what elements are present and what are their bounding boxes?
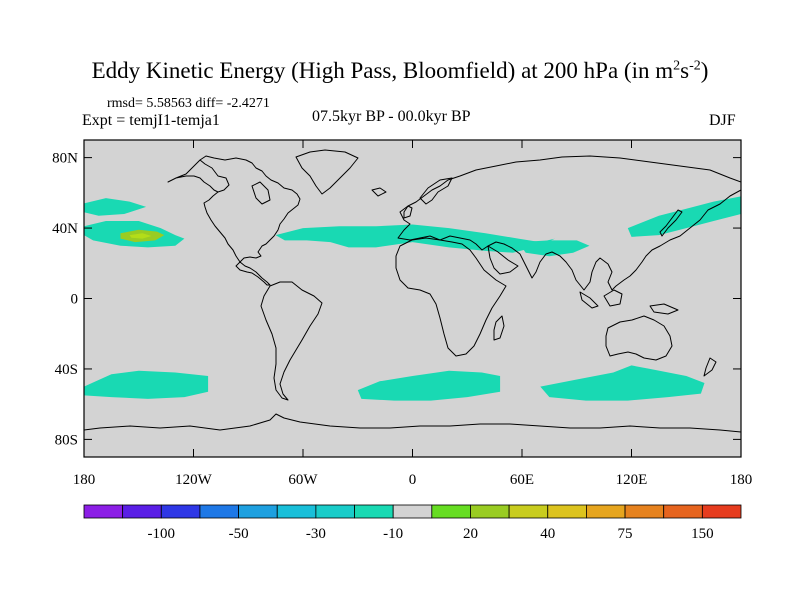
colorbar-swatch bbox=[238, 504, 278, 519]
colorbar-swatch bbox=[624, 504, 665, 519]
colorbar-label: -100 bbox=[148, 526, 176, 542]
region-southern-ocean-indian bbox=[540, 365, 705, 401]
coastline-madagascar bbox=[493, 315, 505, 341]
colorbar-swatch bbox=[547, 504, 587, 519]
experiment-label: Expt = temjI1-temja1 bbox=[82, 112, 220, 129]
colorbar-label: 40 bbox=[540, 526, 555, 542]
title-main-text: Eddy Kinetic Energy (High Pass, Bloomfie… bbox=[91, 58, 674, 83]
colorbar-swatch bbox=[315, 504, 355, 519]
colorbar-swatch bbox=[431, 504, 471, 519]
coastlines bbox=[84, 149, 741, 433]
coastline-alaska bbox=[167, 159, 219, 193]
season-label: DJF bbox=[709, 112, 736, 129]
x-tick-label: 0 bbox=[409, 472, 417, 488]
x-tick-label: 60E bbox=[510, 472, 534, 488]
coastline-australia bbox=[605, 315, 673, 361]
x-tick-label: 120W bbox=[175, 472, 213, 488]
colorbar-swatch bbox=[276, 504, 317, 519]
coastline-new-zealand bbox=[703, 357, 717, 377]
colorbar-label: 75 bbox=[618, 526, 633, 542]
region-north-pacific-east-inner bbox=[129, 233, 152, 239]
coastline-japan bbox=[659, 209, 683, 237]
colorbar-swatch bbox=[508, 504, 549, 519]
colorbar-label: 20 bbox=[463, 526, 478, 542]
y-tick-label: 40S bbox=[55, 362, 78, 378]
y-tick-label: 0 bbox=[71, 292, 79, 308]
colorbar: -100 -50 -30 -10 20 40 75 150 bbox=[83, 504, 742, 542]
coastline-arabia bbox=[487, 245, 519, 275]
y-tick-label: 80N bbox=[52, 151, 78, 167]
x-tick-label: 180 bbox=[730, 472, 753, 488]
title-unit-s: s bbox=[680, 58, 690, 83]
title-superscript-2: 2 bbox=[673, 58, 681, 74]
chart-title: Eddy Kinetic Energy (High Pass, Bloomfie… bbox=[0, 58, 800, 84]
colorbar-swatch bbox=[392, 504, 433, 519]
colorbar-label: -50 bbox=[229, 526, 249, 542]
region-southern-ocean-pacific bbox=[84, 370, 209, 399]
title-superscript-minus-2: -2 bbox=[689, 58, 701, 74]
colorbar-swatch bbox=[470, 504, 510, 519]
colorbar-swatch bbox=[199, 504, 239, 519]
coastline-british-isles bbox=[403, 205, 413, 219]
map-axes: 80N 40N 0 40S 80S 180 120W 60W 0 60E 120E 180 bbox=[52, 140, 752, 488]
coastline-antarctica bbox=[84, 413, 741, 433]
coastline-sumatra bbox=[579, 291, 599, 309]
colorbar-swatch bbox=[83, 504, 124, 519]
coastline-iceland bbox=[371, 187, 387, 197]
colorbar-swatch bbox=[663, 504, 703, 519]
coastline-africa bbox=[395, 237, 507, 357]
y-tick-label: 80S bbox=[55, 432, 78, 448]
period-label: 07.5kyr BP - 00.0kyr BP bbox=[312, 108, 471, 125]
coastline-borneo bbox=[603, 289, 623, 307]
region-north-pacific-west bbox=[84, 198, 147, 216]
region-northwest-pacific bbox=[627, 196, 741, 237]
coastline-greenland bbox=[295, 149, 359, 195]
x-tick-label: 180 bbox=[73, 472, 96, 488]
map-background bbox=[84, 140, 741, 457]
title-close-paren: ) bbox=[700, 58, 709, 83]
colorbar-label: -10 bbox=[383, 526, 403, 542]
y-tick-label: 40N bbox=[52, 221, 78, 237]
colorbar-swatch bbox=[701, 504, 742, 519]
x-tick-label: 60W bbox=[288, 472, 318, 488]
coastline-scandinavia bbox=[419, 177, 453, 205]
colorbar-swatch bbox=[586, 504, 626, 519]
region-south-asia bbox=[518, 240, 590, 257]
coastline-new-guinea bbox=[649, 303, 679, 315]
coastline-eurasia bbox=[397, 155, 741, 291]
colorbar-swatch bbox=[122, 504, 162, 519]
colorbar-label: 150 bbox=[691, 526, 714, 542]
colorbar-label: -30 bbox=[306, 526, 326, 542]
coastline-hudson-bay bbox=[251, 181, 271, 205]
coastline-north-america bbox=[199, 155, 301, 286]
colorbar-swatch bbox=[160, 504, 201, 519]
coastline-south-america bbox=[260, 281, 323, 401]
colorbar-swatch bbox=[354, 504, 394, 519]
region-southern-ocean-atlantic bbox=[357, 370, 501, 401]
x-tick-label: 120E bbox=[616, 472, 648, 488]
rmsd-label: rmsd= 5.58563 diff= -2.4271 bbox=[107, 96, 270, 111]
